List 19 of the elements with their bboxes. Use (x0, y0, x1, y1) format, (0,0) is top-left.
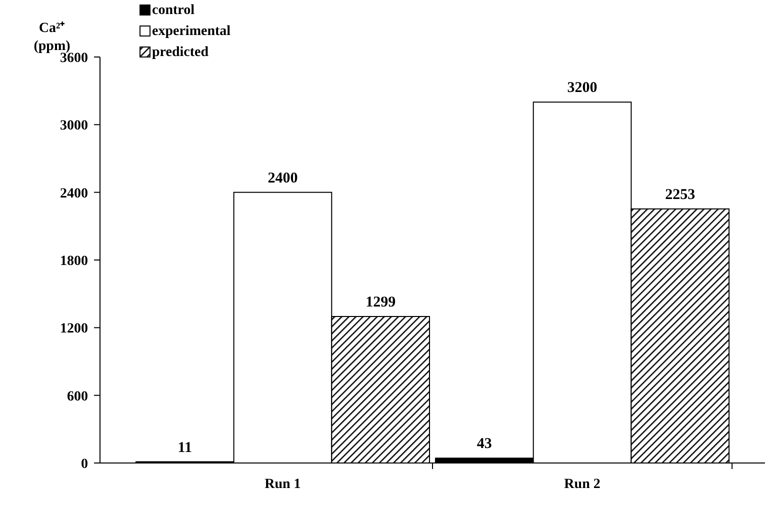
y-axis-title: Ca²⁺ (ppm) (34, 21, 71, 54)
y-tick-label: 1800 (60, 254, 88, 269)
data-label: 2253 (665, 186, 696, 203)
y-tick-label: 2400 (60, 186, 88, 202)
data-label: 1299 (366, 294, 396, 310)
x-tick-label: Run 2 (564, 477, 600, 492)
y-tick-label: 1200 (60, 322, 88, 337)
data-label: 3200 (567, 80, 598, 96)
y-tick-label: 0 (81, 457, 88, 472)
y-tick-label: 3000 (60, 118, 88, 134)
y-tick-label: 600 (67, 389, 88, 404)
legend-label: predicted (152, 45, 209, 60)
x-tick-label: Run 1 (264, 477, 301, 492)
y-tick-label: 3600 (60, 51, 88, 66)
data-label: 43 (476, 436, 492, 452)
data-label: 11 (178, 440, 192, 456)
legend-label: control (152, 3, 195, 18)
legend-label: experimental (152, 24, 231, 39)
data-label: 2400 (268, 170, 298, 186)
